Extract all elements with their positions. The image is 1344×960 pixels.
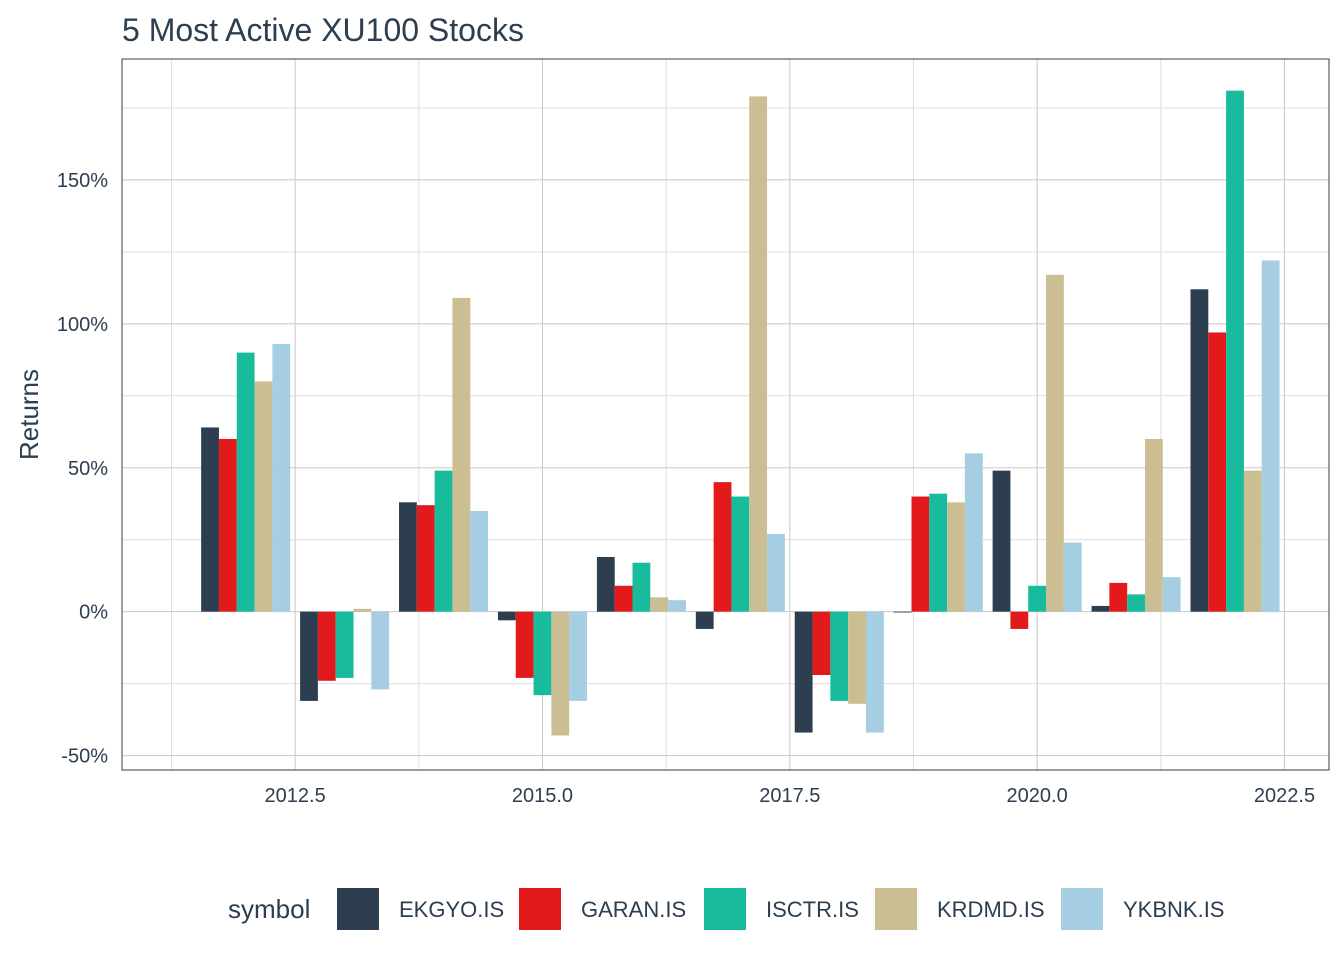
minor-grid [122, 59, 1329, 770]
bar-krdmd-is-2017 [749, 96, 768, 612]
legend-key-ekgyo-is [337, 888, 379, 930]
bar-garan-is-2020 [1010, 611, 1029, 629]
bar-krdmd-is-2021 [1144, 438, 1163, 612]
bar-krdmd-is-2020 [1046, 274, 1064, 612]
bar-krdmd-is-2014 [452, 297, 471, 612]
bar-ykbnk-is-2012 [272, 343, 291, 612]
x-axis: 2012.5 2015.0 2017.5 2020.0 2022.5 [265, 785, 1316, 807]
bar-garan-is-2017 [713, 482, 732, 612]
y-axis-title: Returns [14, 369, 44, 460]
bar-garan-is-2016 [614, 585, 633, 612]
bar-isctr-is-2021 [1127, 594, 1145, 612]
bar-ykbnk-is-2014 [470, 510, 489, 612]
bar-garan-is-2014 [416, 505, 435, 612]
bar-garan-is-2021 [1109, 582, 1128, 612]
bar-ekgyo-is-2020 [992, 470, 1011, 612]
bar-garan-is-2012 [218, 438, 237, 612]
bar-ekgyo-is-2021 [1091, 605, 1110, 612]
bar-ekgyo-is-2017 [695, 611, 714, 629]
y-tick-label: -50% [61, 746, 108, 768]
bar-ekgyo-is-2022 [1190, 289, 1209, 612]
bar-ekgyo-is-2018 [794, 611, 813, 733]
y-axis: -50% 0% 50% 100% 150% [57, 170, 108, 768]
bar-krdmd-is-2016 [650, 597, 669, 612]
bar-ykbnk-is-2019 [964, 453, 983, 612]
legend-label: ISCTR.IS [766, 897, 859, 922]
bar-garan-is-2018 [812, 611, 831, 676]
bar-isctr-is-2013 [335, 611, 354, 678]
bar-ykbnk-is-2018 [865, 611, 884, 733]
bar-isctr-is-2017 [731, 496, 750, 612]
bar-krdmd-is-2015 [551, 611, 570, 736]
legend-key-garan-is [519, 888, 561, 930]
y-tick-label: 50% [68, 458, 108, 480]
y-tick-label: 150% [57, 170, 108, 192]
y-tick-label: 0% [79, 602, 108, 624]
bar-krdmd-is-2022 [1243, 470, 1262, 612]
bar-ykbnk-is-2020 [1063, 542, 1082, 612]
chart-title: 5 Most Active XU100 Stocks [122, 12, 524, 48]
legend-label: EKGYO.IS [399, 897, 504, 922]
bar-ykbnk-is-2013 [371, 611, 390, 690]
bar-isctr-is-2014 [434, 470, 453, 612]
legend-label: YKBNK.IS [1123, 897, 1224, 922]
bar-ykbnk-is-2021 [1162, 577, 1181, 612]
bar-krdmd-is-2012 [254, 381, 273, 612]
legend-key-isctr-is [704, 888, 746, 930]
x-tick-label: 2022.5 [1254, 785, 1315, 807]
bar-isctr-is-2022 [1226, 90, 1244, 612]
legend-key-krdmd-is [875, 888, 917, 930]
legend-title: symbol [228, 894, 310, 924]
bar-krdmd-is-2013 [353, 608, 372, 612]
bar-isctr-is-2019 [929, 493, 948, 612]
bar-isctr-is-2015 [533, 611, 552, 696]
legend: symbol EKGYO.IS GARAN.IS ISCTR.IS KRDMD.IS YK… [228, 888, 1224, 930]
bar-garan-is-2013 [317, 611, 336, 681]
plot-panel-border [121, 58, 1330, 771]
bar-ekgyo-is-2014 [399, 502, 417, 612]
major-grid [122, 59, 1329, 770]
bar-krdmd-is-2018 [848, 611, 866, 704]
bar-ykbnk-is-2016 [668, 600, 686, 612]
bar-ekgyo-is-2015 [497, 611, 516, 621]
x-tick-label: 2017.5 [759, 785, 820, 807]
bar-ykbnk-is-2017 [767, 533, 785, 612]
y-tick-label: 100% [57, 314, 108, 336]
bars [201, 90, 1280, 736]
bar-ekgyo-is-2013 [300, 611, 318, 701]
bar-ykbnk-is-2022 [1261, 260, 1280, 612]
bar-isctr-is-2012 [236, 352, 255, 612]
bar-krdmd-is-2019 [947, 502, 965, 612]
bar-isctr-is-2018 [830, 611, 849, 701]
x-tick-label: 2015.0 [512, 785, 573, 807]
bar-ekgyo-is-2019 [893, 611, 912, 613]
x-tick-label: 2012.5 [265, 785, 326, 807]
legend-label: KRDMD.IS [937, 897, 1045, 922]
bar-ykbnk-is-2015 [569, 611, 587, 701]
legend-label: GARAN.IS [581, 897, 686, 922]
bar-garan-is-2019 [911, 496, 930, 612]
legend-key-ykbnk-is [1061, 888, 1103, 930]
bar-ekgyo-is-2012 [201, 427, 219, 612]
bar-ekgyo-is-2016 [596, 556, 615, 612]
bar-garan-is-2022 [1208, 332, 1227, 612]
bar-isctr-is-2020 [1028, 585, 1047, 612]
bar-garan-is-2015 [515, 611, 534, 678]
bar-isctr-is-2016 [632, 562, 651, 612]
x-tick-label: 2020.0 [1007, 785, 1068, 807]
